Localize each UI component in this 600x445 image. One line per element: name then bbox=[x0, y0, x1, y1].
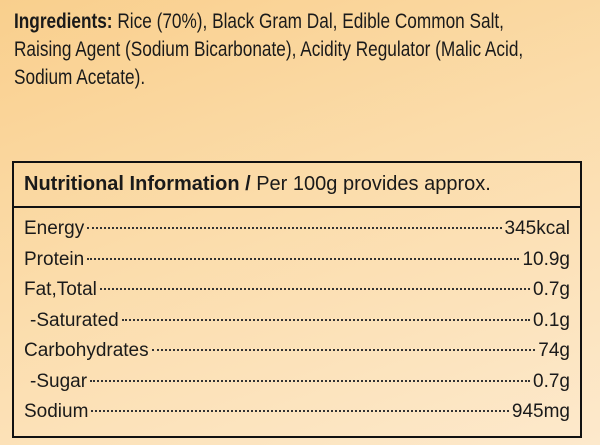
nutrition-row: Fat,Total 0.7g bbox=[24, 275, 570, 306]
ingredients-label: Ingredients: bbox=[14, 10, 113, 33]
dot-leader bbox=[87, 257, 520, 260]
nutrient-value: 0.7g bbox=[533, 279, 570, 300]
nutrient-name: -Saturated bbox=[30, 309, 119, 331]
nutrient-name: Carbohydrates bbox=[24, 340, 149, 361]
nutrient-name: -Sugar bbox=[30, 370, 88, 392]
nutrient-value: 0.7g bbox=[533, 370, 570, 392]
nutrient-name: Fat,Total bbox=[24, 279, 97, 300]
nutrition-row: Protein 10.9g bbox=[24, 245, 570, 276]
nutrition-title: Nutritional Information / bbox=[24, 173, 251, 195]
nutrition-rows: Energy 345kcal Protein 10.9g Fat,Total 0.7g -S… bbox=[14, 208, 580, 428]
nutrient-name: Energy bbox=[24, 218, 85, 239]
dot-leader bbox=[99, 288, 531, 290]
nutrient-name: Protein bbox=[24, 248, 85, 270]
ingredients: Ingredients: Rice (70%), Black Gram Dal,… bbox=[14, 8, 588, 92]
nutrition-subtitle: Per 100g provides approx. bbox=[256, 173, 491, 195]
dot-leader bbox=[121, 318, 531, 321]
nutrition-row: Carbohydrates 74g bbox=[24, 336, 570, 367]
nutrition-table: Nutritional Information / Per 100g provi… bbox=[12, 161, 582, 438]
dot-leader bbox=[90, 379, 531, 382]
ingredients-text: Rice (70%), Black Gram Dal, Edible Commo… bbox=[117, 10, 504, 33]
nutrient-value: 74g bbox=[538, 340, 570, 361]
nutrient-value: 345kcal bbox=[504, 218, 571, 239]
dot-leader bbox=[87, 227, 502, 229]
ingredients-line: Raising Agent (Sodium Bicarbonate), Acid… bbox=[14, 38, 524, 61]
nutrient-value: 0.1g bbox=[533, 309, 570, 331]
ingredients-line: Ingredients: Rice (70%), Black Gram Dal,… bbox=[14, 8, 588, 36]
nutrition-header: Nutritional Information / Per 100g provi… bbox=[14, 163, 580, 208]
nutrient-name: Sodium bbox=[24, 401, 89, 422]
nutrient-value: 945mg bbox=[511, 401, 570, 422]
nutrition-row: Sodium 945mg bbox=[24, 397, 570, 428]
nutrition-row: -Sugar 0.7g bbox=[24, 367, 570, 398]
nutrient-value: 10.9g bbox=[522, 248, 570, 270]
nutrition-row: Energy 345kcal bbox=[24, 214, 570, 245]
nutrition-row: -Saturated 0.1g bbox=[24, 306, 570, 337]
ingredients-line: Sodium Acetate). bbox=[14, 66, 146, 89]
dot-leader bbox=[151, 349, 536, 351]
dot-leader bbox=[91, 410, 509, 412]
